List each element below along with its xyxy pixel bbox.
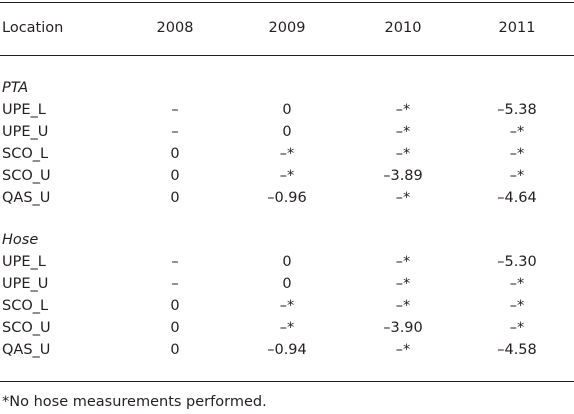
row-label: UPE_L [2, 102, 46, 118]
header-cell: 2008 [156, 20, 194, 36]
cell-value: –0.94 [267, 342, 307, 358]
cell-value: –* [279, 168, 295, 184]
bottom-rule [0, 381, 574, 382]
header-cell: 2010 [384, 20, 422, 36]
cell-value: –* [509, 124, 525, 140]
cell-value: 0 [282, 124, 292, 140]
header-cell: 2009 [268, 20, 306, 36]
cell-value: – [171, 276, 179, 292]
cell-value: –5.30 [497, 254, 537, 270]
cell-value: 0 [170, 190, 180, 206]
cell-value: – [171, 124, 179, 140]
cell-value: –0.96 [267, 190, 307, 206]
cell-value: –* [395, 190, 411, 206]
cell-value: –4.64 [497, 190, 537, 206]
row-label: SCO_U [2, 168, 51, 184]
cell-value: 0 [170, 342, 180, 358]
group-label: Hose [2, 232, 39, 248]
cell-value: –* [279, 298, 295, 314]
cell-value: 0 [170, 320, 180, 336]
cell-value: 0 [170, 146, 180, 162]
top-rule [0, 2, 574, 3]
row-label: SCO_L [2, 298, 49, 314]
cell-value: – [171, 102, 179, 118]
header-cell: Location [2, 20, 64, 36]
cell-value: –* [395, 124, 411, 140]
cell-value: 0 [282, 276, 292, 292]
header-cell: 2011 [498, 20, 536, 36]
cell-value: –* [395, 342, 411, 358]
cell-value: –* [279, 146, 295, 162]
cell-value: –* [509, 168, 525, 184]
cell-value: 0 [170, 298, 180, 314]
cell-value: 0 [282, 102, 292, 118]
cell-value: 0 [170, 168, 180, 184]
cell-value: –3.90 [383, 320, 423, 336]
cell-value: – [171, 254, 179, 270]
cell-value: –* [395, 146, 411, 162]
header-rule [0, 55, 574, 56]
row-label: UPE_U [2, 124, 49, 140]
cell-value: –4.58 [497, 342, 537, 358]
row-label: UPE_L [2, 254, 46, 270]
cell-value: –5.38 [497, 102, 537, 118]
row-label: SCO_U [2, 320, 51, 336]
cell-value: –3.89 [383, 168, 423, 184]
group-label: PTA [2, 80, 29, 96]
cell-value: 0 [282, 254, 292, 270]
row-label: UPE_U [2, 276, 49, 292]
cell-value: –* [509, 298, 525, 314]
cell-value: –* [395, 102, 411, 118]
row-label: QAS_U [2, 342, 51, 358]
cell-value: –* [279, 320, 295, 336]
footnote: *No hose measurements performed. [2, 394, 267, 410]
cell-value: –* [509, 320, 525, 336]
row-label: QAS_U [2, 190, 51, 206]
cell-value: –* [395, 254, 411, 270]
cell-value: –* [395, 298, 411, 314]
row-label: SCO_L [2, 146, 49, 162]
cell-value: –* [395, 276, 411, 292]
cell-value: –* [509, 146, 525, 162]
cell-value: –* [509, 276, 525, 292]
